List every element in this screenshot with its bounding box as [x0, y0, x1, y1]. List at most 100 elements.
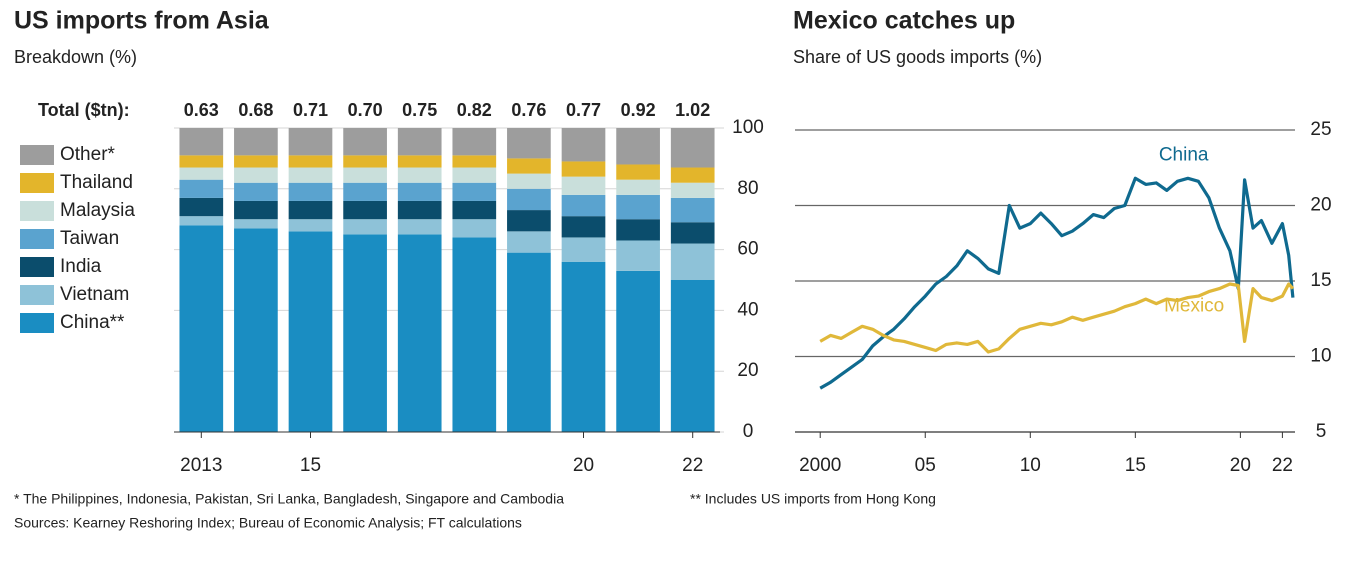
y-tick-label: 10: [1310, 346, 1331, 367]
bar-segment: [179, 197, 224, 217]
bar-segment: [561, 237, 606, 262]
y-tick-label: 100: [732, 117, 764, 138]
bar-segment: [397, 128, 442, 156]
bar-segment: [670, 128, 715, 168]
y-tick-label: 80: [737, 178, 758, 199]
bar-segment: [343, 234, 387, 432]
y-tick-label: 25: [1310, 119, 1331, 140]
left-subtitle: Breakdown (%): [14, 47, 137, 67]
bar-segment: [397, 155, 442, 168]
total-label: 0.71: [293, 100, 328, 120]
bar-segment: [507, 210, 551, 232]
bar-segment: [670, 182, 715, 198]
legend-label: Taiwan: [60, 228, 119, 249]
bar-segment: [561, 216, 606, 238]
bar-segment: [397, 219, 442, 235]
bar-segment: [452, 200, 497, 220]
total-label: 0.76: [511, 100, 546, 120]
bar-segment: [452, 182, 497, 201]
bar-segment: [561, 176, 606, 195]
legend-swatch: [20, 285, 54, 305]
bar-segment: [179, 216, 224, 226]
bar-segment: [288, 219, 333, 232]
bar-segment: [234, 182, 278, 201]
bar-segment: [343, 167, 387, 183]
y-tick-label: 40: [737, 299, 758, 320]
y-tick-label: 5: [1316, 421, 1327, 442]
y-tick-label: 20: [737, 360, 758, 381]
total-label: 0.75: [402, 100, 437, 120]
x-tick-label: 15: [300, 455, 321, 476]
bar-segment: [179, 128, 224, 156]
x-tick-label: 05: [915, 455, 936, 476]
bar-segment: [397, 200, 442, 220]
bar-segment: [561, 194, 606, 217]
bar-segment: [179, 155, 224, 168]
bar-segment: [616, 128, 660, 165]
bar-segment: [288, 155, 333, 168]
total-label: 0.77: [566, 100, 601, 120]
bar-segment: [507, 252, 551, 432]
bar-segment: [288, 231, 333, 432]
legend-label: Vietnam: [60, 284, 129, 305]
bar-segment: [343, 200, 387, 220]
total-label: 0.92: [621, 100, 656, 120]
bar-segment: [561, 161, 606, 177]
bar-segment: [288, 167, 333, 183]
bar-segment: [616, 270, 660, 432]
bar-segment: [179, 167, 224, 180]
bar-segment: [288, 182, 333, 201]
series-label: China: [1159, 145, 1209, 166]
x-tick-label: 10: [1020, 455, 1041, 476]
bar-segment: [616, 240, 660, 271]
bar-segment: [452, 237, 497, 432]
total-label: 0.82: [457, 100, 492, 120]
footnote: * The Philippines, Indonesia, Pakistan, …: [14, 491, 564, 507]
bar-segment: [234, 167, 278, 183]
bar-segment: [507, 231, 551, 253]
bar-segment: [343, 219, 387, 235]
line-series: [819, 176, 1295, 390]
legend-swatch: [20, 173, 54, 193]
left-title: US imports from Asia: [14, 7, 270, 35]
legend-swatch: [20, 145, 54, 165]
y-tick-label: 60: [737, 239, 758, 260]
legend-swatch: [20, 313, 54, 333]
bar-segment: [452, 155, 497, 168]
legend-swatch: [20, 229, 54, 249]
right-title: Mexico catches up: [793, 7, 1015, 35]
bar-segment: [616, 179, 660, 195]
bar-segment: [179, 179, 224, 198]
x-tick-label: 2013: [180, 455, 222, 476]
bar-segment: [561, 128, 606, 162]
bar-segment: [616, 219, 660, 241]
bar-segment: [343, 128, 387, 156]
legend-label: China**: [60, 312, 125, 333]
bar-segment: [343, 155, 387, 168]
legend-label: Thailand: [60, 172, 133, 193]
bar-segment: [234, 128, 278, 156]
legend-label: Malaysia: [60, 200, 135, 221]
bar-segment: [288, 200, 333, 220]
legend-label: Other*: [60, 144, 116, 165]
bar-segment: [343, 182, 387, 201]
bar-segment: [234, 228, 278, 432]
bar-segment: [670, 222, 715, 244]
bar-segment: [452, 167, 497, 183]
bar-segment: [397, 234, 442, 432]
bar-segment: [561, 261, 606, 432]
bar-segment: [507, 158, 551, 174]
total-label: 0.63: [184, 100, 219, 120]
x-tick-label: 22: [1272, 455, 1293, 476]
bar-segment: [288, 128, 333, 156]
bar-segment: [670, 243, 715, 280]
x-tick-label: 15: [1125, 455, 1146, 476]
legend-swatch: [20, 201, 54, 221]
totals-label: Total ($tn):: [38, 100, 130, 120]
legend-label: India: [60, 256, 102, 277]
bar-segment: [507, 173, 551, 189]
bar-segment: [670, 280, 715, 432]
x-tick-label: 2000: [799, 455, 841, 476]
bar-segment: [507, 128, 551, 159]
